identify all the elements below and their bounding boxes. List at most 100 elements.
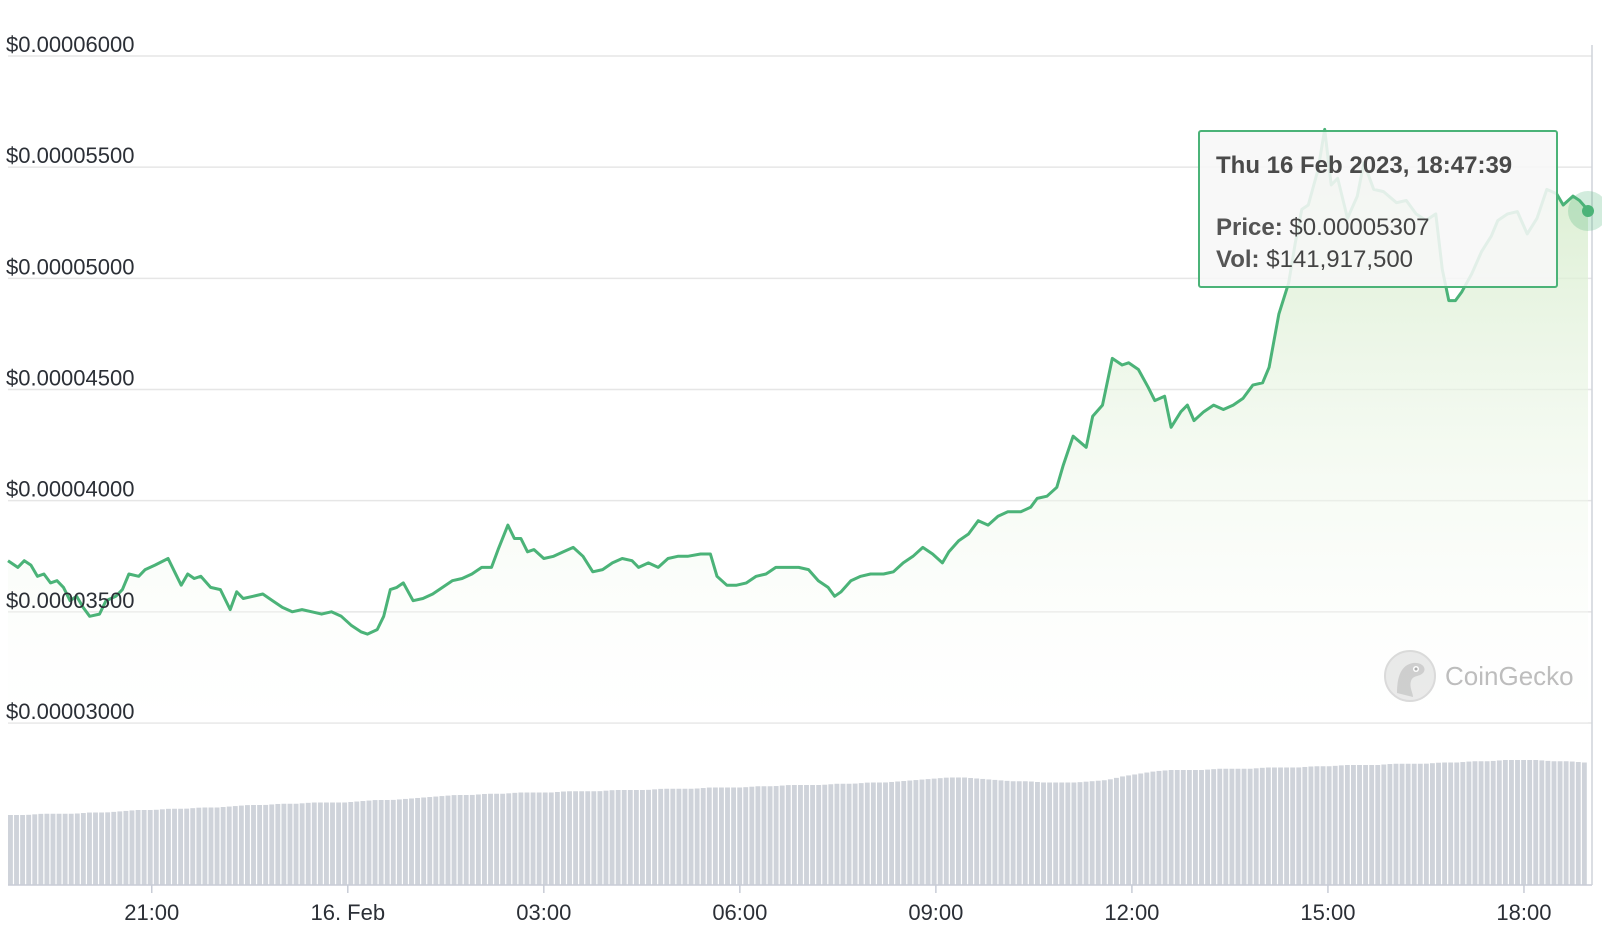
y-tick-label: $0.00006000 [6,32,134,57]
volume-bar [761,786,767,885]
volume-bar [1575,762,1581,885]
hover-point[interactable] [1582,205,1594,217]
volume-bar [609,790,615,885]
volume-bar [330,802,335,885]
volume-bar [1156,770,1162,885]
volume-bar [439,796,445,885]
volume-bar [427,797,433,885]
volume-bar [1144,772,1150,885]
volume-bar [1120,776,1125,885]
volume-bar [749,786,755,885]
volume-bar [986,779,992,885]
volume-bar [1478,761,1484,885]
price-area [8,129,1588,723]
volume-bar [901,781,907,885]
tooltip-price-value: $0.00005307 [1289,214,1430,241]
volume-bar [919,779,925,885]
volume-bar [74,813,80,885]
volume-bar [1363,765,1369,885]
volume-bar [1016,781,1022,885]
volume-bar [1357,765,1362,885]
volume-bar [1095,780,1101,885]
volume-bar [196,807,202,885]
volume-bar [615,790,621,885]
volume-bar [652,789,658,885]
volume-bar [1162,770,1168,885]
volume-bar [1557,761,1563,885]
volume-bar [1235,768,1241,885]
volume-bar [694,788,700,885]
volume-bar [579,791,585,885]
volume-bar [992,779,998,885]
volume-bar [658,788,664,885]
volume-bar [907,780,913,885]
volume-bar [1502,760,1508,885]
volume-bar [816,785,822,885]
volume-bar [889,781,895,885]
volume-bar [93,812,98,885]
volume-bar [445,795,451,885]
volume-bar [1278,767,1283,885]
volume-bar [159,809,165,885]
volume-bar [238,805,244,885]
volume-bar [834,783,840,885]
volume-bar [141,810,147,885]
volume-bar [949,777,955,885]
volume-bar [1035,781,1040,885]
volume-bar [621,790,627,885]
volume-bar [1174,770,1180,885]
volume-bar [1338,765,1344,885]
volume-bar [1430,763,1435,885]
volume-bar [1247,768,1253,885]
x-tick-label: 09:00 [908,900,963,925]
volume-bar [44,813,50,885]
volume-bar [50,813,56,885]
volume-bar [822,784,828,885]
volume-bar [287,803,293,885]
volume-bar [1150,771,1156,885]
volume-bar [700,788,706,885]
volume-bar [317,802,323,885]
volume-bar [147,810,153,885]
volume-bar [62,813,68,885]
tooltip-volume-value: $141,917,500 [1266,246,1414,273]
volume-bar [1302,766,1308,885]
volume-bar [214,807,220,885]
y-axis-labels: $0.00006000 $0.00005500 $0.00005000 $0.0000… [6,32,134,724]
gecko-logo-icon [1384,650,1436,702]
volume-bar [840,783,846,885]
volume-bar [226,806,232,885]
volume-bar [512,792,518,885]
volume-bar [877,782,882,885]
volume-bar [1071,782,1077,885]
volume-bars [8,760,1587,885]
volume-bar [1569,761,1575,885]
volume-bar [937,778,943,885]
volume-bar [80,813,86,885]
volume-bar [633,790,639,885]
volume-bar [166,808,171,885]
volume-bar [627,790,633,885]
volume-bar [1344,765,1350,885]
volume-bar [281,803,287,885]
volume-bar [530,792,536,885]
volume-bar [172,808,177,885]
x-axis-labels: 21:00 16. Feb 03:00 06:00 09:00 12:00 15:00 18:… [124,885,1551,925]
volume-bar [32,814,38,885]
volume-bar [980,778,986,885]
volume-bar [554,791,560,885]
volume-bar [676,788,682,885]
volume-bar [324,802,329,885]
volume-bar [1515,760,1520,885]
volume-bar [1527,760,1533,885]
volume-bar [755,786,761,885]
volume-bar [791,785,797,885]
tooltip-price-label: Price: [1216,214,1283,241]
volume-bar [500,793,506,885]
volume-bar [105,812,111,885]
volume-bar [1022,781,1028,885]
y-tick-label: $0.00005500 [6,143,134,168]
volume-bar [1484,761,1490,885]
volume-bar [1077,782,1083,885]
volume-bar [1089,781,1095,885]
